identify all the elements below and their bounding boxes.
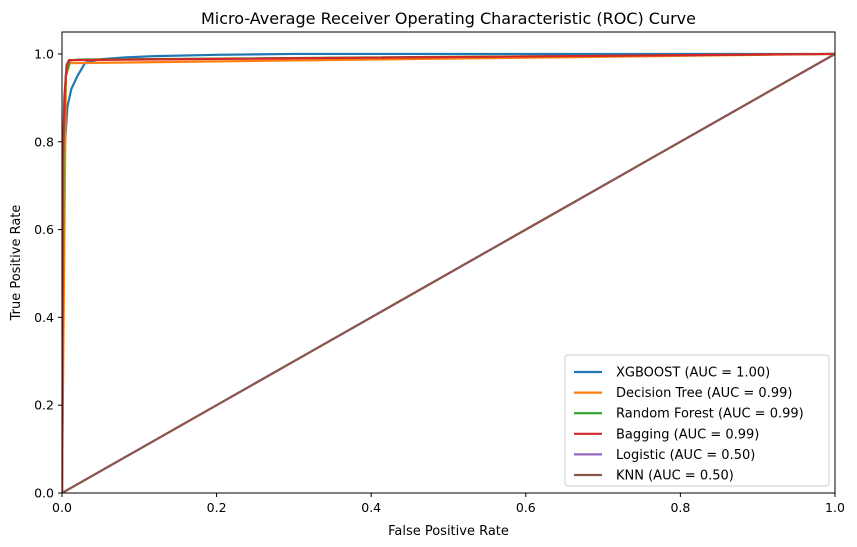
legend: XGBOOST (AUC = 1.00) Decision Tree (AUC =… <box>564 354 830 487</box>
legend-label: XGBOOST (AUC = 1.00) <box>616 366 770 381</box>
x-tick-label: 0.0 <box>52 500 72 515</box>
y-axis: 0.0 0.2 0.4 0.6 0.8 1.0 <box>34 46 62 501</box>
y-axis-label: True Positive Rate <box>9 205 24 322</box>
legend-label: Random Forest (AUC = 0.99) <box>616 407 804 422</box>
legend-label: Decision Tree (AUC = 0.99) <box>616 386 792 401</box>
x-axis: 0.0 0.2 0.4 0.6 0.8 1.0 <box>52 493 845 515</box>
series-line-3 <box>62 52 835 493</box>
x-tick-label: 1.0 <box>825 500 845 515</box>
legend-label: Logistic (AUC = 0.50) <box>616 448 755 463</box>
legend-label: KNN (AUC = 0.50) <box>616 469 734 484</box>
y-tick-label: 0.4 <box>34 310 54 325</box>
plot-frame <box>61 31 836 494</box>
x-tick-label: 0.2 <box>207 500 227 515</box>
series-line-5 <box>62 52 835 493</box>
series-layer <box>62 52 835 493</box>
y-tick-label: 0.0 <box>34 486 54 501</box>
y-tick-label: 0.6 <box>34 222 54 237</box>
x-tick-label: 0.6 <box>516 500 536 515</box>
chart-title: Micro-Average Receiver Operating Charact… <box>201 9 696 28</box>
legend-box <box>564 354 830 487</box>
x-tick-label: 0.4 <box>361 500 381 515</box>
y-tick-label: 0.2 <box>34 398 54 413</box>
legend-label: Bagging (AUC = 0.99) <box>616 427 759 442</box>
x-axis-label: False Positive Rate <box>388 524 509 539</box>
y-tick-label: 1.0 <box>34 46 54 61</box>
y-tick-label: 0.8 <box>34 134 54 149</box>
x-tick-label: 0.8 <box>670 500 690 515</box>
